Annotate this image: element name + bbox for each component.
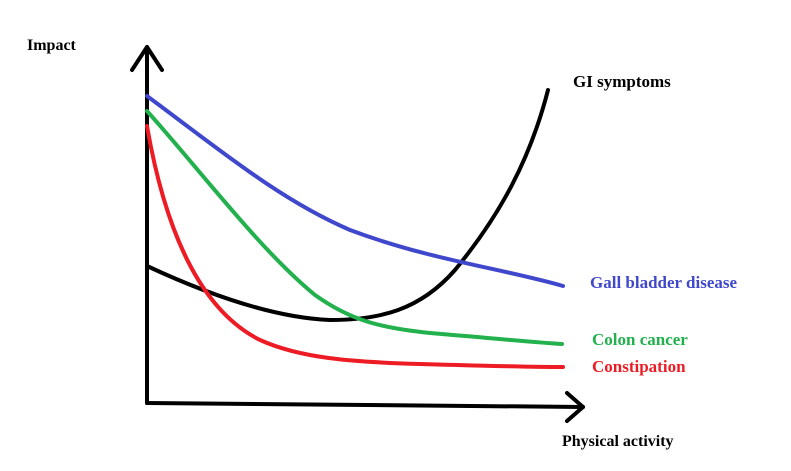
x-axis-label: Physical activity bbox=[562, 433, 674, 450]
axes bbox=[130, 45, 585, 423]
y-axis-label: Impact bbox=[27, 37, 77, 54]
label-constipation: Constipation bbox=[592, 357, 686, 376]
label-colon-cancer: Colon cancer bbox=[592, 330, 688, 349]
curve-colon-cancer bbox=[145, 109, 564, 346]
y-axis-arrowhead bbox=[130, 45, 164, 72]
x-axis-line bbox=[145, 401, 585, 409]
label-gi-symptoms: GI symptoms bbox=[573, 72, 671, 91]
curve-gall-bladder-disease bbox=[145, 94, 565, 288]
curve-gi-symptoms bbox=[145, 88, 550, 322]
curve-constipation bbox=[145, 124, 565, 369]
label-gall-bladder-disease: Gall bladder disease bbox=[590, 273, 737, 292]
x-axis-arrowhead bbox=[565, 391, 585, 423]
